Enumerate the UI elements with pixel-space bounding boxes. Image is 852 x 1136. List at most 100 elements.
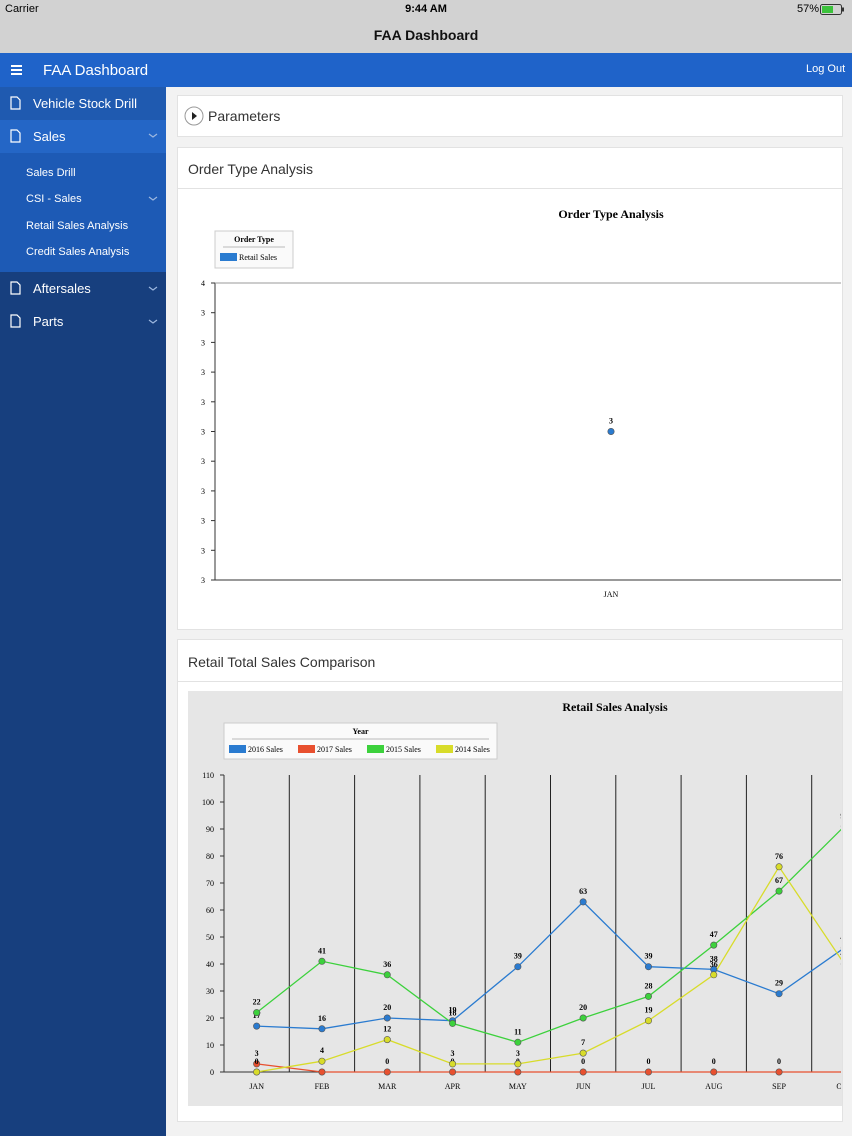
legend-swatch [220, 253, 237, 261]
nav-item[interactable]: Sales [0, 120, 166, 153]
series-line [256, 1063, 841, 1073]
nav-sub[interactable]: Credit Sales Analysis [26, 246, 130, 258]
data-point [383, 1014, 391, 1022]
data-label: 19 [644, 1006, 652, 1015]
data-label: 19 [449, 1006, 457, 1015]
data-label: 11 [514, 1027, 522, 1036]
y-tick-label: 0 [210, 1068, 214, 1077]
data-label: 0 [255, 1057, 259, 1066]
data-point [318, 1057, 326, 1065]
y-tick-label: 80 [206, 852, 214, 861]
data-label: 91 [840, 811, 848, 820]
y-tick-label: 3 [201, 309, 205, 318]
data-label: 28 [644, 981, 652, 990]
data-label: 0 [712, 1057, 716, 1066]
status-bar: Carrier 9:44 AM 57% [0, 0, 852, 20]
y-tick-label: 3 [201, 576, 205, 585]
data-point [710, 971, 718, 979]
parameters-label: Parameters [208, 108, 281, 124]
data-point [514, 963, 522, 971]
data-label: 3 [609, 417, 613, 426]
divider [178, 681, 842, 682]
data-label: 29 [775, 979, 783, 988]
data-label: 41 [318, 946, 326, 955]
nav-item[interactable]: Parts [0, 305, 166, 338]
data-label: 40 [840, 949, 848, 958]
legend-label: 2017 Sales [317, 745, 352, 754]
nav-sub[interactable]: Sales Drill [26, 167, 76, 179]
data-point [775, 863, 783, 871]
data-label: 0 [385, 1057, 389, 1066]
nav-sub[interactable]: Retail Sales Analysis [26, 220, 129, 232]
nav-item[interactable]: Vehicle Stock Drill [0, 87, 166, 120]
battery: 57% [797, 3, 820, 15]
y-tick-label: 100 [202, 798, 214, 807]
legend-swatch [367, 745, 384, 753]
expand-icon[interactable] [184, 106, 204, 126]
data-label: 0 [646, 1057, 650, 1066]
data-point [383, 971, 391, 979]
y-tick-label: 4 [201, 279, 205, 288]
data-point [253, 1060, 261, 1068]
data-label: 39 [644, 952, 652, 961]
x-tick-label: JUL [642, 1082, 656, 1091]
y-tick-label: 110 [202, 771, 214, 780]
data-point [710, 941, 718, 949]
data-point [579, 1049, 587, 1057]
header: FAA Dashboard Log Out [0, 53, 852, 87]
data-point [318, 1068, 326, 1076]
y-tick-label: 50 [206, 933, 214, 942]
nav-label: Parts [33, 314, 64, 329]
legend-title: Year [353, 727, 369, 736]
y-tick-label: 3 [201, 546, 205, 555]
data-label: 0 [777, 1057, 781, 1066]
menu-icon[interactable] [11, 65, 23, 75]
x-tick-label: SEP [772, 1082, 786, 1091]
data-label: 39 [514, 952, 522, 961]
data-label: 47 [710, 930, 718, 939]
y-tick-label: 3 [201, 428, 205, 437]
data-point [253, 1022, 261, 1030]
data-point [775, 990, 783, 998]
chart-title: Retail Sales Analysis [562, 700, 668, 714]
data-point [253, 1068, 261, 1076]
data-point [514, 1038, 522, 1046]
legend-label: 2016 Sales [248, 745, 283, 754]
nav-sub[interactable]: CSI - Sales [26, 193, 82, 205]
y-tick-label: 60 [206, 906, 214, 915]
panel-title: Retail Total Sales Comparison [188, 654, 376, 670]
carrier: Carrier [5, 3, 39, 15]
data-point [579, 1014, 587, 1022]
series-line [256, 865, 841, 1073]
data-label: 46 [840, 933, 848, 942]
legend-label: Retail Sales [239, 253, 277, 262]
y-tick-label: 3 [201, 517, 205, 526]
x-tick-label: AUG [705, 1082, 723, 1091]
x-tick-label: APR [445, 1082, 461, 1091]
data-label: 18 [449, 1008, 457, 1017]
nav-label: Sales [33, 129, 66, 144]
parameters-panel[interactable]: Parameters [177, 95, 843, 137]
data-label: 36 [710, 960, 718, 969]
nav-icons [10, 96, 158, 328]
nav-label: Vehicle Stock Drill [33, 96, 138, 111]
data-point [607, 427, 615, 435]
nav-item[interactable]: Aftersales [0, 272, 166, 305]
legend-swatch [436, 745, 453, 753]
series-line [256, 828, 841, 1043]
data-label: 22 [253, 998, 261, 1007]
data-point [449, 1019, 457, 1027]
data-point [318, 1025, 326, 1033]
data-label: 16 [318, 1014, 326, 1023]
data-label: 0 [842, 1057, 846, 1066]
y-tick-label: 3 [201, 398, 205, 407]
data-point [644, 1017, 652, 1025]
data-point [644, 963, 652, 971]
divider [178, 188, 842, 189]
x-tick-label: FEB [315, 1082, 330, 1091]
time: 9:44 AM [405, 3, 447, 15]
logout[interactable]: Log Out [806, 63, 846, 75]
chart-title: Order Type Analysis [558, 207, 664, 221]
